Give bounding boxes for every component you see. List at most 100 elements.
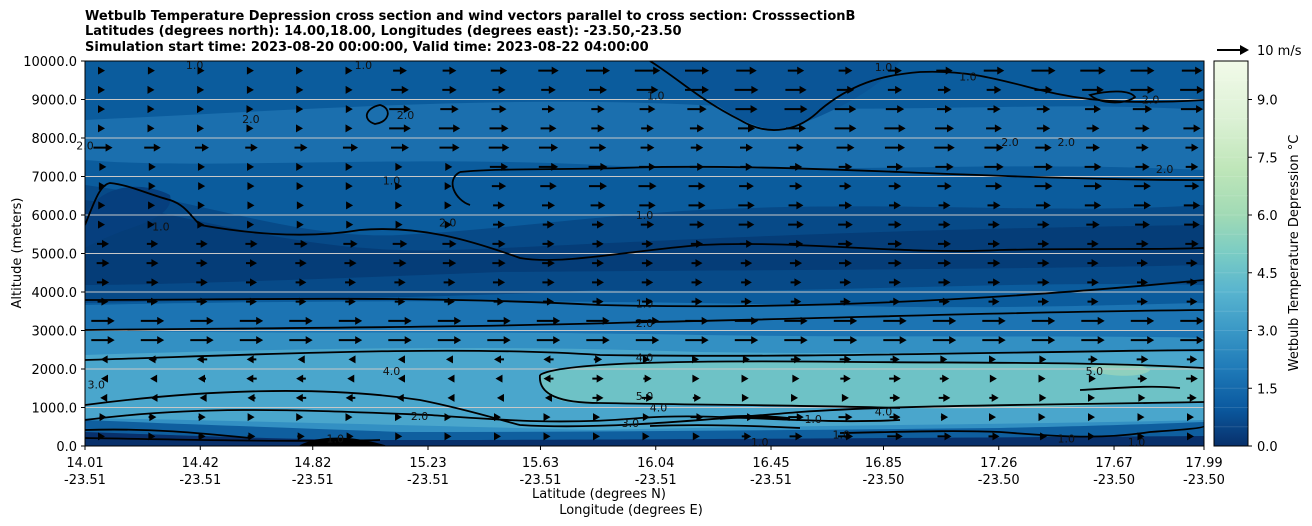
- wind-arrowhead: [494, 432, 501, 441]
- wind-arrowhead: [150, 393, 158, 402]
- wind-arrowhead: [747, 413, 755, 422]
- wind-arrowhead: [1193, 201, 1201, 210]
- wind-arrowhead: [346, 220, 354, 229]
- wind-arrowhead: [1141, 143, 1149, 152]
- wind-arrowhead: [1190, 259, 1198, 268]
- wind-arrowhead: [99, 162, 107, 171]
- wind-arrowhead: [246, 374, 254, 383]
- wind-arrowhead: [1090, 355, 1098, 364]
- contour-label: 4.0: [650, 402, 668, 415]
- wind-arrowhead: [1092, 124, 1100, 133]
- wind-arrowhead: [599, 182, 607, 191]
- wind-arrowhead: [198, 413, 206, 422]
- wind-arrowhead: [444, 182, 452, 191]
- wind-arrowhead: [1091, 297, 1099, 306]
- contour-label: 1.0: [326, 432, 344, 445]
- wind-arrowhead: [946, 162, 954, 171]
- wind-arrowhead: [997, 66, 1005, 75]
- wind-arrowhead: [1142, 124, 1150, 133]
- x-tick-label-lon: -23.50: [1093, 473, 1135, 488]
- wind-arrowhead: [453, 124, 461, 133]
- wind-arrowhead: [1190, 374, 1198, 383]
- wind-arrowhead: [846, 432, 854, 441]
- wind-arrowhead: [652, 316, 660, 325]
- wind-arrowhead: [697, 220, 705, 229]
- wind-arrowhead: [1042, 259, 1050, 268]
- colorbar-tick-label: 4.5: [1257, 267, 1278, 282]
- wind-arrowhead: [300, 143, 308, 152]
- wind-arrowhead: [99, 413, 107, 422]
- wind-arrowhead: [898, 124, 906, 133]
- wind-arrowhead: [246, 124, 254, 133]
- wind-arrowhead: [992, 297, 1000, 306]
- wind-arrowhead: [200, 297, 208, 306]
- wind-arrowhead: [648, 105, 656, 114]
- wind-key-arrowhead: [1240, 45, 1249, 55]
- wind-arrowhead: [646, 278, 654, 287]
- wind-arrowhead: [893, 413, 901, 422]
- wind-arrowhead: [647, 143, 655, 152]
- wind-arrowhead: [944, 239, 952, 248]
- wind-arrowhead: [296, 66, 304, 75]
- contour-label: 2.0: [1156, 163, 1174, 176]
- wind-arrowhead: [796, 143, 804, 152]
- x-tick-label-lat: 16.04: [637, 456, 674, 471]
- contour-label: 1.0: [1057, 432, 1075, 445]
- wind-arrowhead: [148, 432, 156, 441]
- wind-arrowhead: [949, 316, 957, 325]
- wind-arrowhead: [894, 66, 902, 75]
- wind-arrowhead: [395, 220, 403, 229]
- wind-arrowhead: [1042, 220, 1050, 229]
- wind-arrowhead: [893, 201, 901, 210]
- wind-arrowhead: [157, 316, 165, 325]
- wind-arrowhead: [449, 85, 457, 94]
- wind-arrowhead: [597, 124, 605, 133]
- x-axis: 14.01 -23.51 14.42 -23.51 14.82 -23.51 15.23 -2…: [64, 446, 1225, 488]
- wind-vectors: [91, 66, 1204, 441]
- wind-arrowhead: [256, 336, 264, 345]
- wind-arrowhead: [596, 297, 604, 306]
- contour-label: 1.0: [804, 413, 822, 426]
- wind-arrowhead: [1039, 393, 1047, 402]
- wind-arrowhead: [899, 336, 907, 345]
- wind-arrowhead: [494, 355, 502, 364]
- wind-arrowhead: [498, 278, 506, 287]
- contour-label: 2.0: [1001, 136, 1019, 149]
- wind-arrowhead: [942, 374, 950, 383]
- wind-arrowhead: [696, 239, 704, 248]
- wind-arrowhead: [1142, 220, 1150, 229]
- wind-arrowhead: [742, 355, 750, 364]
- wind-arrowhead: [200, 259, 208, 268]
- wind-arrowhead: [796, 220, 804, 229]
- wind-arrowhead: [206, 336, 214, 345]
- wind-arrowhead: [794, 355, 802, 364]
- wind-arrowhead: [1142, 162, 1150, 171]
- wind-arrowhead: [345, 105, 353, 114]
- contour-label: 2.0: [411, 410, 429, 423]
- wind-arrowhead: [596, 393, 604, 402]
- x-tick-label-lat: 17.99: [1185, 456, 1222, 471]
- wind-arrowhead: [98, 124, 105, 133]
- wind-arrowhead: [404, 336, 412, 345]
- wind-arrowhead: [296, 413, 304, 422]
- wind-arrowhead: [250, 259, 258, 268]
- wind-arrowhead: [98, 201, 106, 210]
- wind-arrowhead: [454, 336, 462, 345]
- wind-arrowhead: [892, 355, 900, 364]
- wind-arrowhead: [548, 105, 556, 114]
- wind-arrowhead: [297, 432, 305, 441]
- wind-arrowhead: [1091, 259, 1099, 268]
- wind-arrowhead: [701, 316, 709, 325]
- wind-arrowhead: [250, 278, 258, 287]
- wind-arrowhead: [399, 259, 407, 268]
- wind-arrowhead: [943, 393, 951, 402]
- x-axis-label-latitude: Latitude (degrees N): [532, 487, 666, 502]
- wind-arrowhead: [345, 413, 353, 422]
- wind-arrowhead: [847, 85, 855, 94]
- wind-arrowhead: [894, 220, 902, 229]
- wind-arrowhead: [496, 393, 504, 402]
- wind-arrowhead: [348, 278, 356, 287]
- wind-arrowhead: [497, 220, 505, 229]
- wind-arrowhead: [993, 259, 1001, 268]
- wind-arrowhead: [744, 278, 752, 287]
